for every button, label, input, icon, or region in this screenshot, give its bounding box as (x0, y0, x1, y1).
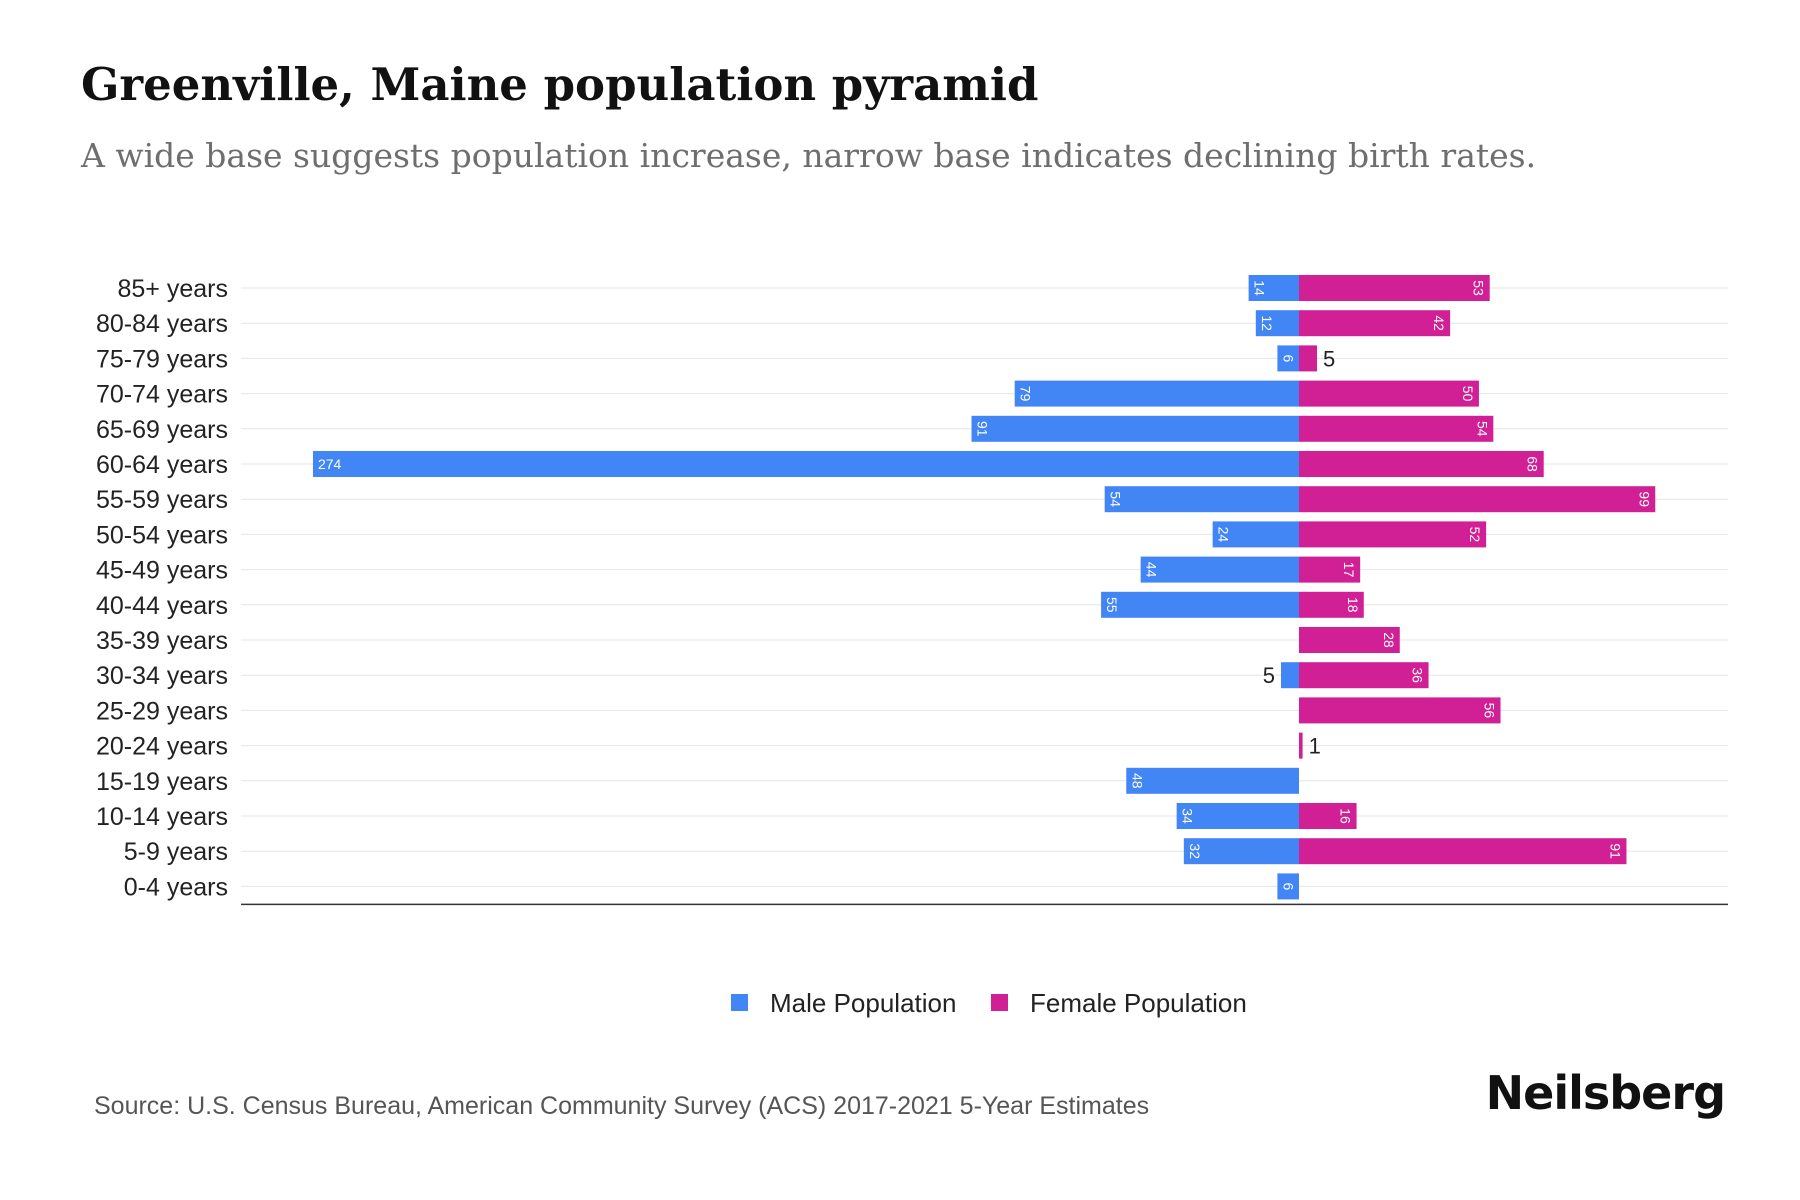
legend: Male Population Female Population (731, 988, 1247, 1018)
bar-male (971, 415, 1299, 442)
y-axis-label: 50-54 years (96, 521, 228, 549)
legend-swatch-male (731, 994, 748, 1011)
data-label-male: 32 (1187, 843, 1203, 859)
y-axis-label: 40-44 years (96, 592, 228, 620)
bar-male (1101, 591, 1299, 618)
bar-male (1183, 838, 1299, 865)
bar-male (1277, 345, 1299, 372)
y-axis-label: 30-34 years (96, 662, 228, 690)
chart-title: Greenville, Maine population pyramid (81, 58, 1039, 111)
y-axis-label: 25-29 years (96, 697, 228, 725)
data-label-female: 18 (1345, 597, 1361, 613)
y-axis-label: 70-74 years (96, 381, 228, 409)
y-axis-label: 80-84 years (96, 310, 228, 338)
data-label-male: 14 (1252, 280, 1268, 296)
bar-female (1299, 697, 1501, 724)
y-axis-label: 60-64 years (96, 451, 228, 479)
gridlines (241, 287, 1728, 887)
data-label-male: 91 (975, 421, 991, 437)
y-axis-label: 20-24 years (96, 733, 228, 761)
data-label-female: 50 (1460, 386, 1476, 402)
legend-label-male: Male Population (770, 988, 956, 1018)
bar-female (1299, 345, 1317, 372)
data-label-female: 56 (1482, 703, 1498, 719)
data-label-female: 99 (1636, 491, 1652, 507)
bars: 14 53 12 42 6 5 79 50 91 54 274 68 54 99 24 52 44 17 55 18 2… (312, 275, 1656, 900)
y-axis-label: 65-69 years (96, 416, 228, 444)
data-label-male: 79 (1018, 386, 1034, 402)
chart-subtitle: A wide base suggests population increase… (81, 136, 1537, 175)
bar-male (1212, 521, 1299, 548)
bar-male (1126, 767, 1299, 794)
bar-female (1299, 627, 1400, 653)
bar-male (1140, 556, 1299, 583)
data-label-female: 28 (1381, 632, 1397, 648)
y-axis-label: 10-14 years (96, 803, 228, 831)
bar-male (1104, 486, 1299, 513)
data-label-male: 44 (1144, 562, 1160, 578)
legend-swatch-female (991, 994, 1008, 1011)
bar-male (1277, 873, 1299, 900)
bar-female (1299, 803, 1357, 829)
bar-male (1176, 803, 1299, 829)
y-axis-label: 45-49 years (96, 557, 228, 585)
data-label-female: 17 (1341, 562, 1357, 578)
bar-male (1255, 310, 1299, 337)
legend-label-female: Female Population (1030, 988, 1247, 1018)
bar-female (1299, 591, 1364, 618)
brand-logo: Neilsberg (1485, 1066, 1726, 1120)
bar-female (1299, 380, 1479, 407)
bar-male (1281, 662, 1299, 689)
data-label-female: 91 (1607, 843, 1623, 859)
bar-female (1299, 556, 1361, 583)
bar-male (1014, 380, 1299, 407)
bar-female (1299, 521, 1487, 548)
population-pyramid-chart: 14 53 12 42 6 5 79 50 91 54 274 68 54 99 24 52 44 17 55 18 2… (96, 275, 1728, 1018)
bar-female (1299, 662, 1429, 689)
y-axis-label: 75-79 years (96, 345, 228, 373)
data-label-female: 36 (1410, 667, 1426, 683)
data-label-male: 54 (1108, 491, 1124, 507)
data-label-female: 54 (1474, 421, 1490, 437)
bar-male (1248, 275, 1299, 301)
data-label-female: 68 (1525, 456, 1541, 472)
data-label-male: 274 (318, 456, 342, 472)
bar-female (1299, 838, 1627, 865)
data-label-female: 1 (1309, 734, 1321, 759)
y-axis-label: 5-9 years (124, 838, 228, 866)
y-axis-labels: 85+ years 80-84 years 75-79 years 70-74 yea… (96, 275, 228, 901)
data-label-male: 48 (1129, 773, 1145, 789)
bar-female (1299, 275, 1490, 301)
y-axis-label: 0-4 years (124, 873, 228, 901)
bar-female (1299, 310, 1451, 337)
source-note: Source: U.S. Census Bureau, American Com… (94, 1092, 1150, 1120)
bar-female (1299, 415, 1494, 442)
data-label-male: 6 (1280, 883, 1296, 891)
data-label-male: 55 (1104, 597, 1120, 613)
data-label-male: 6 (1280, 355, 1296, 363)
bar-female (1299, 486, 1656, 513)
data-label-female: 53 (1471, 280, 1487, 296)
data-label-male: 24 (1216, 527, 1232, 543)
bar-female (1299, 732, 1303, 759)
data-label-female: 5 (1323, 346, 1335, 371)
y-axis-label: 35-39 years (96, 627, 228, 655)
data-label-female: 16 (1338, 808, 1354, 824)
data-label-male: 34 (1180, 808, 1196, 824)
y-axis-label: 85+ years (118, 275, 229, 303)
bar-male (312, 451, 1299, 477)
data-label-female: 42 (1431, 315, 1447, 331)
data-label-male: 5 (1263, 663, 1275, 688)
y-axis-label: 15-19 years (96, 768, 228, 796)
data-label-male: 12 (1259, 315, 1275, 331)
y-axis-label: 55-59 years (96, 486, 228, 514)
bar-female (1299, 451, 1544, 477)
data-label-female: 52 (1467, 527, 1483, 543)
